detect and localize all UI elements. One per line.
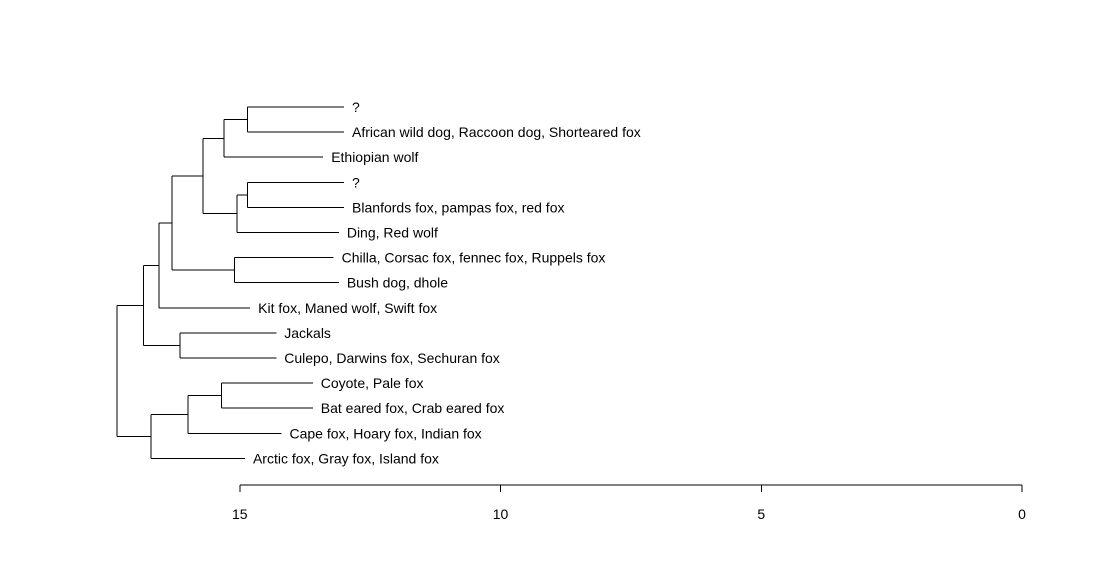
- leaf-label-q1: ?: [352, 99, 360, 115]
- dendrogram-tree: [116, 106, 345, 459]
- axis-tick-label-15: 15: [232, 506, 248, 522]
- leaf-label-bush: Bush dog, dhole: [347, 275, 448, 291]
- height-axis: 15 10 5 0: [232, 484, 1026, 522]
- axis-tick-label-5: 5: [757, 506, 765, 522]
- leaf-label-ding: Ding, Red wolf: [347, 225, 438, 241]
- leaf-label-arctic: Arctic fox, Gray fox, Island fox: [253, 450, 439, 466]
- leaf-label-chilla: Chilla, Corsac fox, fennec fox, Ruppels …: [342, 250, 606, 266]
- leaf-label-kit: Kit fox, Maned wolf, Swift fox: [258, 300, 437, 316]
- axis-tick-label-10: 10: [493, 506, 509, 522]
- leaf-label-cape: Cape fox, Hoary fox, Indian fox: [289, 425, 481, 441]
- leaf-label-blanfords: Blanfords fox, pampas fox, red fox: [352, 199, 564, 215]
- leaf-label-q2: ?: [352, 174, 360, 190]
- leaf-label-african: African wild dog, Raccoon dog, Shorteare…: [352, 124, 641, 140]
- leaf-label-ethiopian: Ethiopian wolf: [331, 149, 418, 165]
- leaf-label-jackals: Jackals: [284, 325, 331, 341]
- leaf-label-bateared: Bat eared fox, Crab eared fox: [321, 400, 505, 416]
- leaf-label-coyote: Coyote, Pale fox: [321, 375, 424, 391]
- leaf-label-culpeo: Culepo, Darwins fox, Sechuran fox: [284, 350, 500, 366]
- leaf-labels: ? African wild dog, Raccoon dog, Shortear…: [253, 99, 641, 466]
- axis-tick-label-0: 0: [1018, 506, 1026, 522]
